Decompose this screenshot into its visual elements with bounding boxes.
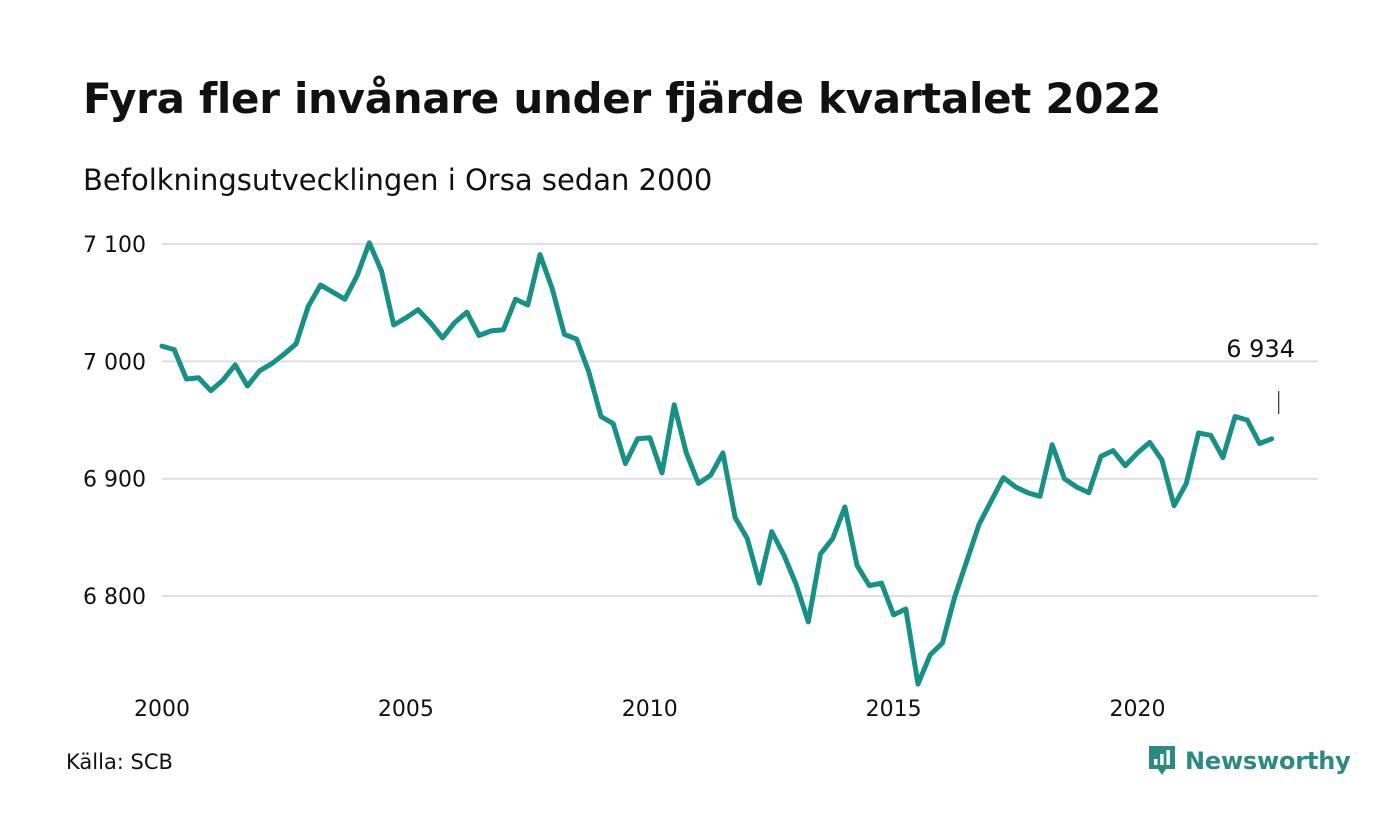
brand-name: Newsworthy	[1185, 747, 1351, 775]
y-tick-label: 6 900	[83, 468, 146, 493]
x-axis-tick-labels: 2000 2005 2010 2015 2020	[134, 697, 1166, 722]
series-line	[159, 240, 1275, 687]
gridlines	[162, 243, 1318, 598]
source-note: Källa: SCB	[66, 750, 173, 774]
chart-title: Fyra fler invånare under fjärde kvartale…	[83, 74, 1162, 123]
x-tick-label: 2020	[1110, 697, 1166, 722]
x-tick-label: 2010	[622, 697, 678, 722]
series-lines	[159, 240, 1275, 687]
x-tick-label: 2000	[134, 697, 190, 722]
newsworthy-logo-icon	[1149, 746, 1175, 775]
last-value-label: 6 934	[1226, 335, 1295, 363]
y-tick-label: 7 000	[83, 350, 146, 375]
y-tick-label: 6 800	[83, 585, 146, 610]
x-tick-label: 2015	[866, 697, 922, 722]
x-tick-label: 2005	[378, 697, 434, 722]
annotations: 6 934	[1226, 335, 1295, 414]
y-axis-tick-labels: 6 800 6 900 7 000 7 100	[83, 233, 146, 610]
chart-subtitle: Befolkningsutvecklingen i Orsa sedan 200…	[83, 163, 713, 197]
brand-logo: Newsworthy	[1147, 744, 1351, 778]
y-tick-label: 7 100	[83, 233, 146, 258]
